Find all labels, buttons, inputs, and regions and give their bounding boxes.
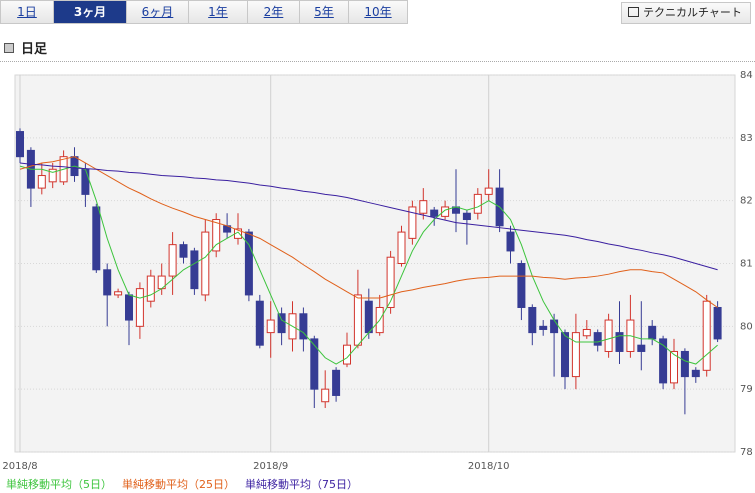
- candle-body: [702, 300, 711, 371]
- candle-body: [430, 209, 439, 217]
- candle-body: [125, 294, 133, 321]
- y-tick-label: 81: [740, 259, 753, 270]
- candle-body: [441, 206, 450, 217]
- candle-body: [277, 313, 286, 334]
- candle-body: [146, 275, 155, 302]
- candle-body: [212, 219, 221, 252]
- candle-body: [190, 250, 199, 290]
- tab[interactable]: 2年: [248, 0, 300, 24]
- moving-average-line: [19, 156, 718, 308]
- candle-body: [648, 325, 657, 340]
- candle-body: [332, 369, 341, 396]
- candle-body: [517, 263, 526, 308]
- candle-body: [539, 325, 548, 330]
- tab[interactable]: 10年: [349, 0, 408, 24]
- candle-body: [680, 350, 689, 378]
- y-tick-label: 80: [740, 321, 753, 332]
- candle-body: [266, 319, 275, 334]
- y-tick-label: 82: [740, 196, 753, 207]
- candle-body: [713, 306, 722, 340]
- candle-body: [462, 212, 471, 221]
- heading-text: 日足: [21, 42, 48, 57]
- candle-body: [48, 168, 57, 183]
- candle-body: [637, 344, 646, 352]
- candle-body: [386, 256, 395, 308]
- candle-body: [408, 206, 417, 239]
- candle-body: [561, 332, 569, 378]
- moving-average-line: [19, 162, 718, 271]
- candle-body: [419, 200, 428, 214]
- tab[interactable]: 5年: [300, 0, 349, 24]
- candle-body: [343, 344, 351, 365]
- candle-body: [353, 294, 362, 346]
- tab[interactable]: 6ヶ月: [127, 0, 189, 24]
- candle-body: [92, 206, 101, 271]
- y-tick-label: 84: [740, 70, 753, 81]
- y-tick-label: 78: [740, 447, 753, 458]
- tab[interactable]: 3ヶ月: [54, 0, 127, 24]
- y-tick-label: 83: [740, 133, 753, 144]
- candle-body: [135, 288, 144, 327]
- candle-body: [16, 131, 24, 158]
- technical-chart-button[interactable]: テクニカルチャート: [621, 2, 751, 24]
- separator: [0, 61, 755, 62]
- candle-body: [310, 338, 319, 390]
- candle-body: [550, 319, 559, 334]
- x-tick-label: 2018/10: [468, 461, 510, 472]
- candle-body: [244, 231, 253, 296]
- candle-body: [114, 291, 123, 296]
- candle-body: [364, 300, 373, 334]
- candle-body: [299, 313, 308, 340]
- candle-body: [397, 231, 406, 264]
- heading: 日足: [4, 38, 47, 57]
- button-label: テクニカルチャート: [643, 6, 742, 19]
- candle-body: [582, 328, 591, 337]
- candle-body: [255, 300, 264, 346]
- candle-body: [473, 193, 482, 214]
- legend-entry: 単純移動平均（75日）: [245, 477, 358, 491]
- candle-body: [670, 350, 678, 384]
- candle-body: [103, 269, 112, 296]
- candle-body: [484, 187, 493, 195]
- candle-body: [528, 306, 537, 334]
- candle-body: [201, 231, 210, 296]
- legend-entry: 単純移動平均（5日）: [6, 477, 112, 491]
- candle-body: [81, 168, 90, 195]
- tab[interactable]: 1年: [189, 0, 248, 24]
- candle-body: [571, 332, 580, 378]
- candle-body: [168, 244, 177, 277]
- candle-body: [691, 369, 700, 378]
- candle-body: [37, 175, 46, 189]
- tab[interactable]: 1日: [0, 0, 54, 24]
- tabs: 1日 3ヶ月 6ヶ月 1年 2年 5年 10年: [0, 0, 408, 24]
- candle-body: [593, 332, 602, 346]
- legend-entry: 単純移動平均（25日）: [122, 477, 235, 491]
- candle-body: [659, 338, 668, 384]
- candle-body: [604, 319, 613, 352]
- candle-body: [615, 332, 624, 352]
- candle-body: [506, 231, 515, 252]
- y-tick-label: 79: [740, 384, 753, 395]
- candle-body: [179, 244, 188, 258]
- x-tick-label: 2018/8: [2, 461, 37, 472]
- moving-average-line: [19, 165, 718, 365]
- x-tick-label: 2018/9: [253, 461, 288, 472]
- candle-body: [321, 388, 330, 403]
